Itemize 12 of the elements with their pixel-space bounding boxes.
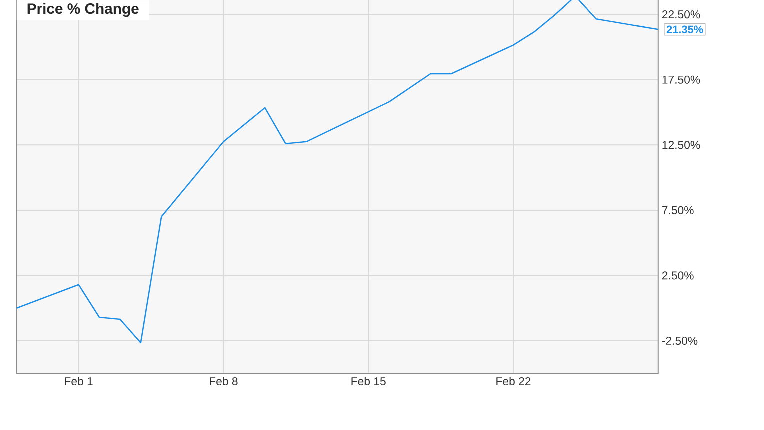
- text: Price % Change: [28, 2, 139, 17]
- y-tick-label: 2.50%: [662, 271, 694, 280]
- y-tick-label: 7.50%: [662, 206, 694, 214]
- data-label: 21.35%: [666, 26, 704, 34]
- x-tick-label: Feb 22: [496, 376, 531, 386]
- y-tick-label: -2.50%: [662, 336, 698, 345]
- y-tick-label: 12.50%: [662, 140, 700, 149]
- x-tick-label: Feb 15: [352, 376, 386, 386]
- x-tick-label: Feb 8: [210, 376, 238, 386]
- y-tick-label: 17.50%: [662, 76, 700, 84]
- y-tick-label: 22.50%: [662, 10, 700, 18]
- x-tick-label: Feb 1: [65, 376, 93, 386]
